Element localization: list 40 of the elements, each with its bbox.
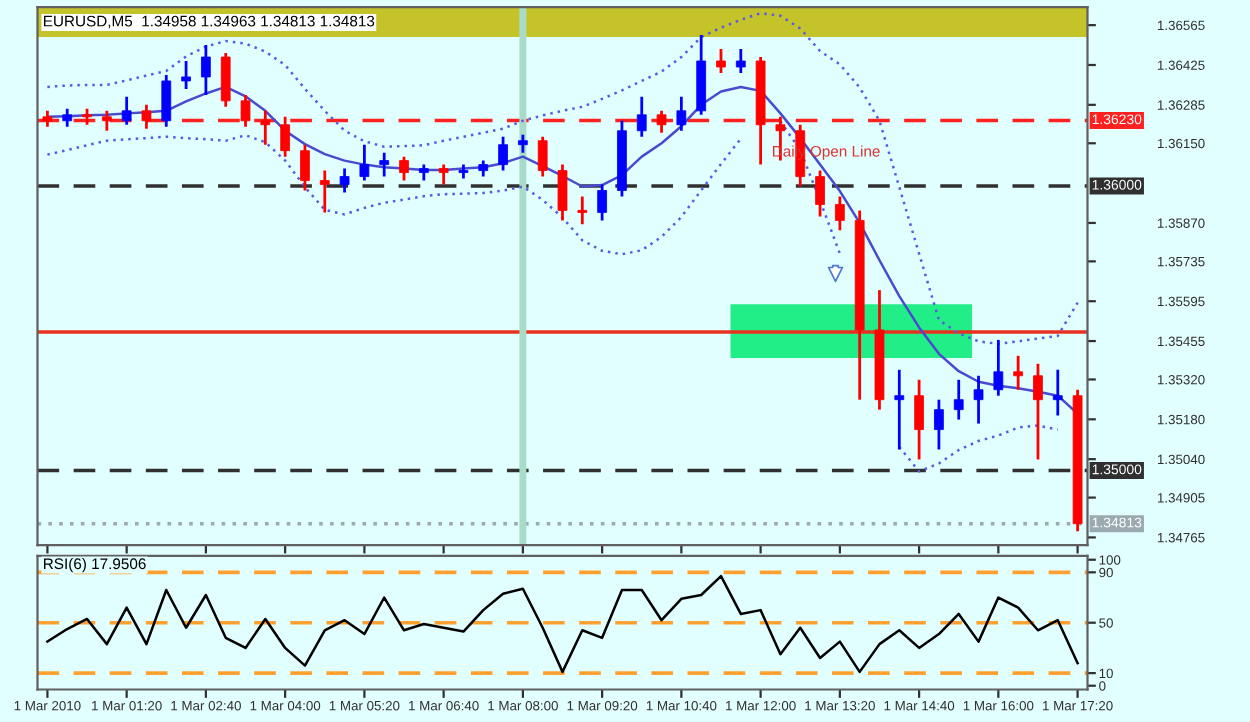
candlestick	[973, 374, 984, 425]
candlestick	[815, 169, 825, 218]
candlestick	[359, 143, 370, 182]
candlestick	[1052, 368, 1063, 418]
candlestick	[300, 143, 310, 192]
line-series	[46, 11, 1079, 346]
candlestick	[399, 155, 409, 182]
candlestick	[181, 59, 191, 91]
candlestick	[993, 338, 1004, 398]
candlestick	[339, 167, 350, 194]
candlestick	[894, 368, 905, 451]
candlestick	[240, 93, 251, 129]
candlestick	[280, 115, 291, 159]
candlestick	[1013, 354, 1024, 392]
candlestick	[636, 95, 647, 139]
candlestick	[557, 163, 568, 222]
candlestick	[438, 163, 449, 186]
candlestick	[101, 109, 112, 133]
candlestick	[141, 103, 152, 131]
candlestick	[260, 109, 271, 147]
candlestick	[834, 195, 845, 232]
candlestick	[914, 378, 924, 461]
candlestick	[597, 183, 607, 222]
candlestick	[577, 195, 588, 226]
candlestick	[676, 95, 687, 133]
candlestick	[161, 73, 172, 129]
candlestick	[537, 135, 548, 178]
candlestick	[201, 43, 211, 97]
candlestick	[656, 109, 667, 135]
candlestick	[220, 51, 231, 109]
candlestick	[1033, 362, 1043, 461]
candlestick	[121, 95, 132, 127]
candlestick	[716, 47, 726, 75]
candlestick	[498, 135, 508, 172]
line-series	[46, 574, 1079, 674]
candlestick	[319, 169, 330, 214]
candlestick	[934, 398, 944, 451]
candlestick	[953, 378, 964, 421]
candlestick	[379, 151, 390, 178]
candlestick	[735, 47, 746, 75]
